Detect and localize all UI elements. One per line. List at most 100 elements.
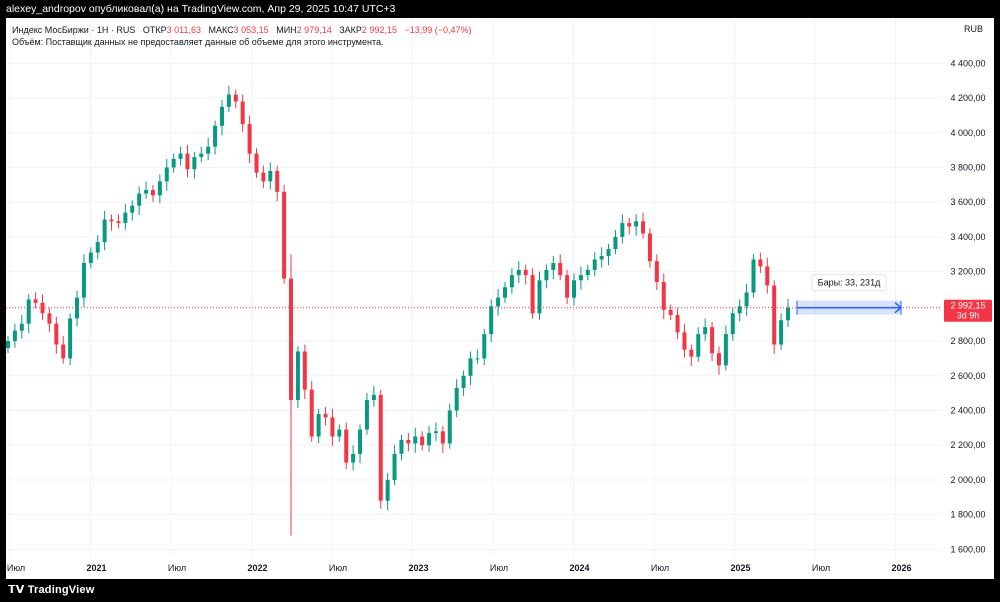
candle-body (723, 334, 728, 366)
candle-body (544, 269, 549, 281)
candle-body (275, 170, 280, 192)
candle-body (703, 327, 708, 335)
candle-body (744, 292, 749, 307)
candle-body (399, 439, 404, 454)
candle-body (641, 221, 646, 234)
candle-body (406, 439, 411, 444)
candle-body (6, 341, 10, 348)
change-value: −13,99 (−0,47%) (404, 25, 472, 35)
candle-body (779, 320, 784, 345)
tv-logo-text: TradingView (27, 584, 95, 596)
y-tick-label: 2 600,00 (950, 371, 985, 381)
symbol-label[interactable]: Индекс МосБиржи · 1Н · RUS (12, 25, 136, 35)
candle-body (164, 167, 169, 182)
candle-body (316, 413, 321, 437)
measure-arrow-head (894, 302, 903, 314)
candle-body (226, 94, 231, 107)
candle-body (661, 282, 666, 310)
price-badge-countdown: 3d 9h (957, 311, 980, 321)
price-chart[interactable]: 1 600,00 1 800,00 2 000,00 2 200,00 2 400,00… (6, 18, 994, 579)
candle-body (88, 252, 93, 263)
candle-body (447, 410, 452, 444)
candle-body (592, 259, 597, 270)
candle-body (371, 394, 376, 401)
candle-body (634, 221, 639, 227)
candle-body (551, 262, 556, 270)
candle-body (737, 306, 742, 314)
x-tick-label: Июл (7, 563, 25, 573)
candle-body (647, 233, 652, 262)
candle-body (758, 259, 763, 267)
candle-body (116, 221, 121, 224)
candle-body (233, 94, 238, 102)
tradingview-logo[interactable]: 𝗧𝗩 TradingView (8, 579, 94, 602)
candle-body (475, 358, 480, 360)
x-tick-label: 2024 (569, 563, 589, 573)
candle-body (468, 358, 473, 376)
candle-body (440, 431, 445, 444)
candle-body (565, 275, 570, 298)
x-tick-label: 2023 (408, 563, 428, 573)
y-tick-label: 2 000,00 (950, 475, 985, 485)
candle-body (523, 269, 528, 276)
candle-body (95, 242, 100, 253)
candle-body (716, 353, 721, 366)
candle-body (675, 315, 680, 333)
x-tick-label: 2021 (86, 563, 106, 573)
candle-body (109, 219, 114, 222)
x-tick-label: 2025 (730, 563, 750, 573)
currency-label[interactable]: RUB (963, 24, 983, 34)
tv-logo-icon: 𝗧𝗩 (8, 584, 25, 596)
y-tick-label: 4 200,00 (950, 93, 985, 103)
candle-body (282, 191, 287, 279)
candle-body (171, 158, 176, 168)
candle-body (385, 479, 390, 501)
candle-body (530, 275, 535, 314)
y-tick-label: 3 400,00 (950, 232, 985, 242)
x-tick-label: 2022 (247, 563, 267, 573)
x-tick-label: Июл (490, 563, 508, 573)
candle-body (199, 153, 204, 158)
price-badge (944, 299, 992, 322)
candle-body (730, 313, 735, 335)
candle-body (268, 170, 273, 182)
candle-body (344, 429, 349, 463)
candle-body (68, 318, 73, 359)
candle-body (689, 349, 694, 357)
candle-body (427, 433, 432, 446)
high-label: МАКС (208, 25, 234, 35)
candle-body (578, 275, 583, 281)
candle-body (516, 269, 521, 276)
candle-body (572, 280, 577, 298)
x-tick-label: Июл (651, 563, 669, 573)
ohlc-line: Индекс МосБиржи · 1Н · RUS ОТКР3 011,63 … (12, 24, 472, 36)
candle-body (751, 259, 756, 293)
candle-body (786, 307, 790, 321)
candle-body (33, 299, 38, 303)
close-value: 2 992,15 (361, 25, 397, 35)
candle-body (620, 223, 625, 237)
candle-body (627, 223, 632, 227)
chart-frame[interactable]: 1 600,00 1 800,00 2 000,00 2 200,00 2 400,00… (6, 18, 994, 579)
candle-body (351, 453, 356, 463)
candle-body (219, 106, 224, 126)
open-value: 3 011,63 (166, 25, 201, 35)
candle-body (364, 400, 369, 430)
y-tick-label: 1 600,00 (950, 544, 985, 554)
x-tick-label: Июл (812, 563, 830, 573)
candle-body (420, 436, 425, 446)
candle-body (537, 280, 542, 314)
candle-body (509, 275, 514, 288)
y-tick-label: 2 800,00 (950, 336, 985, 346)
candle-body (496, 297, 501, 307)
candle-body (302, 351, 307, 390)
candle-body (102, 219, 107, 243)
high-value: 3 053,15 (233, 25, 269, 35)
candle-body (682, 332, 687, 350)
candle-body (558, 262, 563, 276)
candle-body (213, 125, 218, 147)
candle-body (150, 190, 155, 196)
x-tick-label: 2026 (891, 563, 911, 573)
candle-body (254, 153, 259, 173)
candle-body (599, 256, 604, 260)
